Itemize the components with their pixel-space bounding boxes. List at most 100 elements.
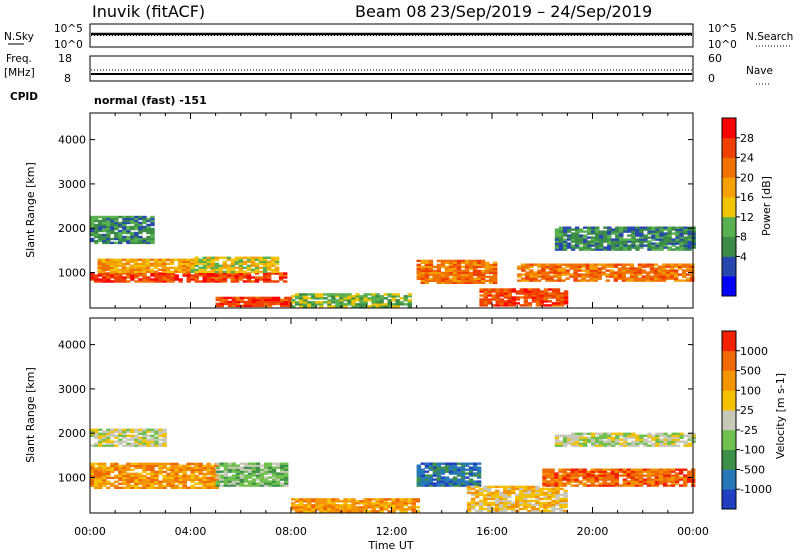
echo-cell-1-4	[472, 474, 478, 477]
echo-cell-0-9	[599, 242, 604, 245]
echo-cell-0-6	[480, 263, 486, 267]
echo-cell-0-7	[511, 288, 516, 291]
echo-cell-0-6	[420, 265, 425, 269]
echo-cell-0-8	[629, 277, 635, 280]
echo-cell-0-6	[493, 281, 498, 284]
echo-cell-0-9	[562, 248, 568, 251]
echo-cell-1-1	[223, 470, 229, 473]
echo-cell-0-5	[371, 303, 376, 306]
echo-cell-1-0	[134, 482, 139, 485]
echo-cell-0-8	[545, 263, 550, 266]
echo-cell-0-0	[150, 272, 155, 275]
echo-cell-0-7	[539, 294, 545, 297]
echo-cell-0-9	[655, 230, 660, 233]
echo-cell-0-0	[246, 276, 252, 279]
echo-cell-1-1	[247, 472, 253, 475]
echo-cell-1-5	[551, 489, 556, 493]
echo-cell-0-6	[493, 277, 498, 280]
echo-cell-1-7	[667, 438, 672, 441]
echo-cell-1-0	[190, 486, 195, 489]
echo-cell-1-3	[303, 500, 308, 503]
echo-cell-0-7	[479, 302, 484, 305]
echo-cell-1-0	[186, 464, 191, 468]
echo-cell-1-0	[206, 470, 211, 474]
echo-cell-0-6	[472, 279, 478, 282]
echo-cell-1-7	[635, 442, 640, 445]
echo-cell-1-4	[420, 482, 425, 485]
echo-cell-1-6	[614, 470, 619, 473]
echo-cell-1-2	[98, 444, 103, 447]
echo-cell-1-4	[432, 462, 438, 465]
echo-cell-0-4	[251, 298, 257, 302]
echo-cell-0-8	[669, 277, 675, 280]
echo-cell-0-8	[605, 273, 610, 276]
echo-cell-1-7	[566, 438, 572, 441]
echo-cell-1-3	[379, 508, 384, 511]
echo-cell-0-9	[627, 228, 632, 231]
echo-cell-0-5	[391, 303, 396, 306]
echo-cell-0-2	[206, 266, 211, 269]
echo-cell-0-6	[476, 259, 482, 263]
echo-cell-0-3	[94, 241, 99, 245]
echo-cell-1-0	[186, 474, 191, 478]
echo-cell-0-1	[133, 268, 139, 271]
echo-cell-0-0	[106, 274, 111, 277]
echo-cell-1-5	[531, 491, 536, 495]
nave-tick-bottom: 0	[708, 72, 715, 85]
echo-cell-0-6	[444, 269, 450, 273]
echo-cell-1-5	[531, 495, 536, 499]
echo-cell-0-1	[101, 268, 106, 271]
echo-cell-0-8	[605, 275, 610, 278]
echo-cell-1-0	[190, 470, 195, 474]
echo-cell-0-6	[468, 261, 474, 265]
echo-cell-1-6	[626, 480, 632, 483]
echo-cell-1-3	[395, 502, 400, 505]
echo-cell-0-9	[635, 234, 640, 237]
echo-cell-0-5	[375, 303, 380, 306]
echo-cell-1-2	[118, 438, 123, 441]
echo-cell-0-9	[554, 244, 560, 247]
echo-cell-0-9	[595, 226, 600, 229]
echo-cell-1-4	[468, 462, 474, 465]
echo-cell-1-0	[94, 478, 99, 482]
echo-cell-1-0	[146, 480, 151, 483]
echo-cell-1-2	[126, 428, 131, 431]
echo-cell-1-1	[259, 468, 265, 471]
echo-cell-0-8	[649, 271, 655, 274]
echo-cell-0-5	[307, 305, 312, 308]
echo-cell-0-0	[266, 276, 272, 279]
echo-cell-0-8	[633, 273, 639, 276]
echo-cell-1-5	[503, 485, 508, 489]
echo-cell-0-9	[603, 232, 608, 235]
echo-cell-1-3	[387, 498, 392, 501]
echo-cell-0-2	[266, 264, 272, 267]
echo-cell-1-6	[650, 470, 656, 473]
echo-cell-1-0	[130, 474, 135, 478]
echo-cell-0-4	[227, 304, 233, 308]
echo-cell-1-0	[118, 464, 123, 468]
echo-cell-0-7	[539, 292, 545, 295]
echo-cell-1-0	[158, 482, 163, 485]
echo-cell-0-2	[230, 270, 236, 273]
echo-cell-0-2	[250, 270, 256, 273]
echo-cell-1-0	[102, 484, 107, 487]
colorbar-swatch	[722, 331, 736, 352]
echo-cell-0-9	[655, 226, 660, 229]
echo-cell-1-0	[210, 486, 215, 489]
echo-cell-0-7	[551, 304, 557, 307]
echo-cell-0-6	[428, 269, 434, 273]
colorbar-swatch	[722, 236, 736, 257]
echo-cell-1-7	[675, 432, 680, 435]
echo-cell-1-5	[527, 495, 532, 499]
echo-cell-0-9	[687, 232, 692, 235]
echo-cell-1-3	[347, 506, 352, 509]
echo-cell-0-0	[154, 274, 159, 277]
echo-cell-0-5	[335, 293, 340, 296]
echo-cell-1-0	[90, 464, 95, 468]
echo-cell-1-6	[638, 484, 644, 487]
echo-cell-1-5	[551, 485, 556, 489]
echo-cell-1-3	[323, 506, 328, 509]
echo-cell-0-6	[416, 259, 421, 263]
echo-cell-0-6	[468, 265, 474, 269]
